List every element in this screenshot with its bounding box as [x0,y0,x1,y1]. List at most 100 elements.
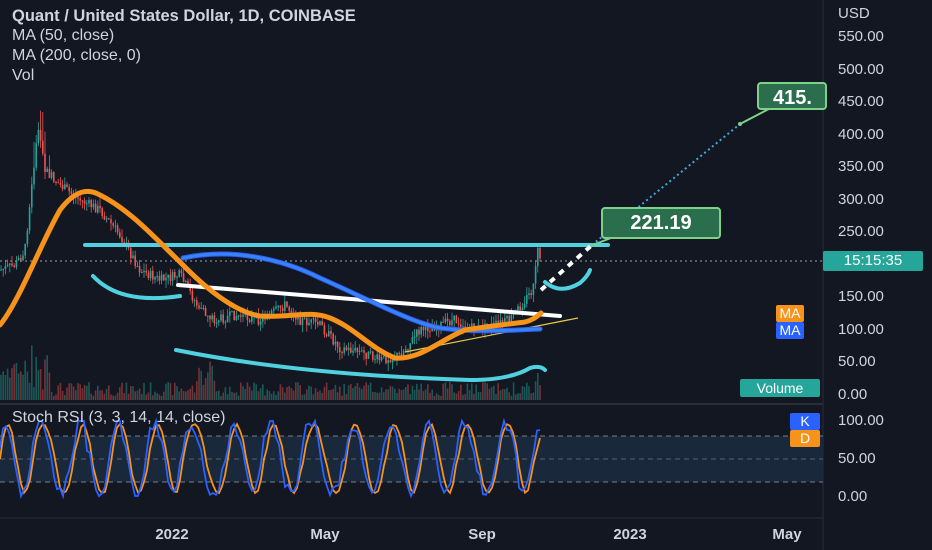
candle-body [383,355,385,358]
candle-body [13,265,15,267]
candle-body [26,230,29,244]
candle-body [77,196,79,199]
volume-bar [218,390,220,400]
volume-bar [185,391,187,400]
volume-bar [473,393,475,400]
candle-body [504,318,506,323]
volume-bar [396,392,398,400]
candle-body [451,320,453,326]
target-mid-tag[interactable]: 221.19 [601,207,721,239]
volume-bar [506,387,508,400]
candle-body [61,184,64,190]
volume-bar [521,386,524,400]
volume-bar [286,387,288,400]
volume-bar [35,356,37,400]
candle-body [226,315,229,322]
candle-body [539,247,541,259]
candle-body [365,352,367,359]
volume-bar [211,366,213,400]
candle-body [528,293,530,295]
volume-bar [290,387,293,400]
volume-bar [37,370,40,400]
volume-bar [332,388,334,400]
volume-bar [61,390,64,400]
candle-body [306,318,308,326]
volume-bar [288,386,290,400]
volume-bar [389,386,392,400]
candle-body [176,276,178,278]
volume-bar [97,385,99,400]
candle-body [121,237,123,243]
candle-body [389,360,392,363]
volume-bar [72,386,75,400]
time-tick-label: May [772,526,802,543]
candle-body [347,347,350,350]
currency-label: USD [838,5,870,22]
candle-body [99,205,101,209]
volume-bar [31,345,33,400]
price-tick-label: 350.00 [838,158,884,175]
volume-bar [77,383,79,400]
ma50-line[interactable] [0,188,544,361]
candle-body [218,320,220,323]
volume-bar [356,383,359,400]
volume-bar [477,391,480,400]
candle-body [2,268,4,270]
volume-bar [369,382,372,400]
symbol-title[interactable]: Quant / United States Dollar, 1D, COINBA… [12,7,356,25]
candle-body [411,337,414,344]
candle-body [248,320,251,322]
candle-body [46,168,48,173]
candle-body [187,280,189,286]
volume-bar [121,382,123,400]
volume-bar [444,382,447,400]
legend-ma200[interactable]: MA (200, close, 0) [12,47,141,64]
candle-body [537,247,539,267]
volume-bar [420,383,422,400]
volume-bar [438,395,440,400]
candle-body [220,314,222,321]
volume-bar [457,391,460,400]
volume-bar [213,380,216,400]
candle-body [31,184,33,208]
target-high-tag[interactable]: 415. [757,82,827,110]
volume-bar [303,394,306,400]
volume-bar [42,389,44,400]
cup-arc-left[interactable] [91,274,182,301]
volume-bar [341,395,343,400]
volume-bar [198,367,200,400]
volume-bar [114,395,117,400]
stoch-rsi-legend[interactable]: Stoch RSI (3, 3, 14, 14, close) [12,409,226,426]
candle-body [66,184,68,188]
legend-volume[interactable]: Vol [12,67,35,84]
volume-bar [33,387,35,400]
candle-body [521,307,524,310]
volume-bar [187,390,189,400]
candle-body [182,273,185,282]
volume-bar [6,368,9,400]
bottom-arc[interactable] [174,348,547,383]
candle-body [174,272,176,278]
stoch-k-line[interactable] [0,417,541,500]
volume-bar [182,391,185,400]
volume-bar [372,391,374,400]
candle-body [207,315,209,317]
volume-bar [539,385,541,400]
volume-bar [471,383,473,400]
volume-bar [176,386,178,400]
candle-body [110,219,112,224]
candle-body [312,318,315,320]
legend-ma50[interactable]: MA (50, close) [12,27,115,44]
volume-bar [314,388,317,400]
candle-body [53,172,55,182]
candle-body [277,305,279,307]
stoch-d-line[interactable] [0,422,541,495]
volume-bar [526,382,528,400]
volume-bar [262,384,264,400]
candle-body [136,266,139,268]
price-tick-label: 400.00 [838,125,884,143]
candle-body [116,225,119,233]
volume-bar [101,390,103,400]
cup-arc-right[interactable] [543,268,592,291]
